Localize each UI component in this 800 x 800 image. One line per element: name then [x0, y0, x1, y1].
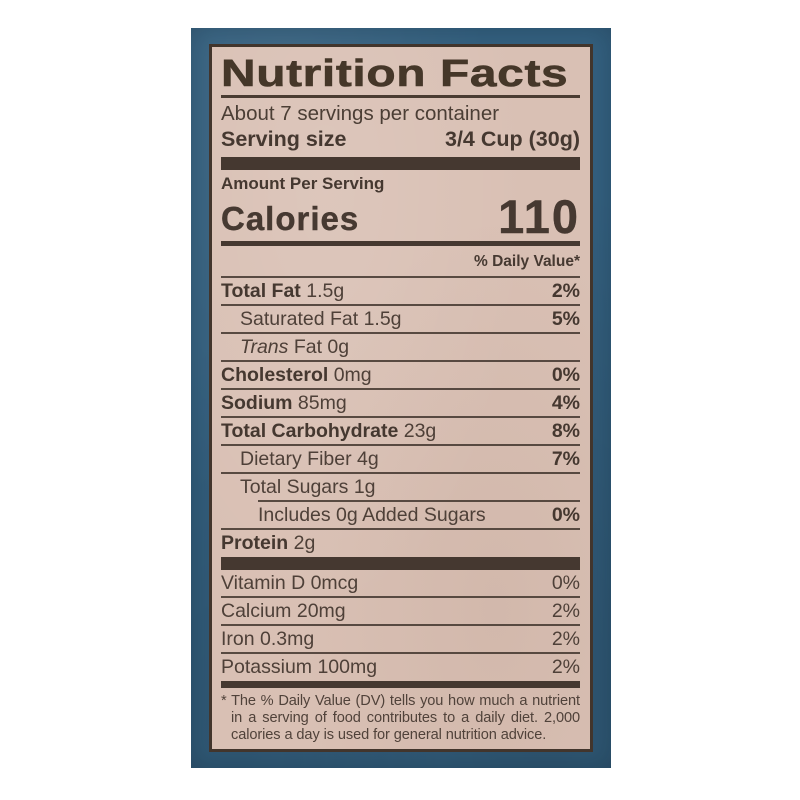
nutrient-row: Sodium 85mg 4% [221, 388, 580, 416]
nutrition-facts-title: Nutrition Facts [221, 53, 569, 95]
nutrient-daily-value: 2% [551, 280, 580, 302]
nutrient-row: Trans Fat 0g [221, 332, 580, 360]
nutrient-row: Dietary Fiber 4g 7% [221, 444, 580, 472]
nutrient-row: Total Carbohydrate 23g 8% [221, 416, 580, 444]
nutrient-daily-value: 0% [551, 364, 580, 386]
serving-size-value: 3/4 Cup (30g) [445, 127, 580, 151]
calories-label: Calories [221, 200, 360, 237]
nutrient-name: Includes 0g Added Sugars [258, 504, 486, 526]
nutrient-name: Cholesterol 0mg [221, 364, 372, 386]
nutrient-row: Total Sugars 1g [221, 472, 580, 500]
nutrient-daily-value: 2% [551, 600, 580, 622]
nutrient-daily-value: 5% [551, 308, 580, 330]
thick-divider-top [221, 157, 580, 170]
blue-package-background: Nutrition Facts About 7 servings per con… [191, 28, 611, 768]
vitamin-rows: Vitamin D 0mcg 0% Calcium 20mg 2% Iron 0.3mg… [221, 570, 580, 680]
nutrient-daily-value: 0% [551, 572, 580, 594]
nutrition-facts-label: Nutrition Facts About 7 servings per con… [209, 44, 593, 752]
thick-divider-middle [221, 557, 580, 570]
nutrient-daily-value: 2% [551, 656, 580, 678]
nutrient-name: Calcium 20mg [221, 600, 346, 622]
daily-value-header: % Daily Value* [474, 253, 580, 270]
calories-row: Calories 110 [221, 190, 580, 243]
serving-size-row: Serving size 3/4 Cup (30g) [221, 127, 580, 152]
nutrient-row: Iron 0.3mg 2% [221, 624, 580, 652]
nutrient-name: Iron 0.3mg [221, 628, 315, 650]
nutrient-row: Saturated Fat 1.5g 5% [221, 304, 580, 332]
divider-bottom [221, 681, 580, 688]
nutrient-name: Total Carbohydrate 23g [221, 420, 437, 442]
nutrient-name: Vitamin D 0mcg [221, 572, 359, 594]
nutrient-daily-value: 7% [551, 448, 580, 470]
nutrient-name: Total Sugars 1g [240, 476, 376, 498]
nutrient-name: Dietary Fiber 4g [240, 448, 379, 470]
calories-divider [221, 241, 580, 246]
nutrient-daily-value: 2% [551, 628, 580, 650]
nutrient-daily-value: 4% [551, 392, 580, 414]
nutrient-row: Protein 2g [221, 528, 580, 556]
nutrient-row: Calcium 20mg 2% [221, 596, 580, 624]
nutrient-daily-value: 8% [551, 420, 580, 442]
nutrient-row: Vitamin D 0mcg 0% [221, 570, 580, 596]
nutrient-name: Protein 2g [221, 532, 316, 554]
nutrient-row: Potassium 100mg 2% [221, 652, 580, 680]
title-divider [221, 95, 580, 98]
serving-size-label: Serving size [221, 127, 347, 151]
nutrient-name: Total Fat 1.5g [221, 280, 345, 302]
servings-per-container: About 7 servings per container [221, 102, 500, 125]
nutrient-name: Trans Fat 0g [240, 336, 350, 358]
nutrient-daily-value: 0% [551, 504, 580, 526]
nutrient-name: Potassium 100mg [221, 656, 378, 678]
nutrient-row: Includes 0g Added Sugars 0% [258, 500, 580, 528]
calories-value: 110 [498, 190, 580, 243]
nutrient-name: Sodium 85mg [221, 392, 347, 414]
daily-value-footnote: * The % Daily Value (DV) tells you how m… [221, 693, 580, 743]
amount-per-serving-label: Amount Per Serving [221, 174, 385, 193]
nutrient-row: Total Fat 1.5g 2% [221, 276, 580, 304]
nutrient-rows: Total Fat 1.5g 2% Saturated Fat 1.5g 5% Tran… [221, 276, 580, 556]
nutrient-name: Saturated Fat 1.5g [240, 308, 402, 330]
nutrient-row: Cholesterol 0mg 0% [221, 360, 580, 388]
